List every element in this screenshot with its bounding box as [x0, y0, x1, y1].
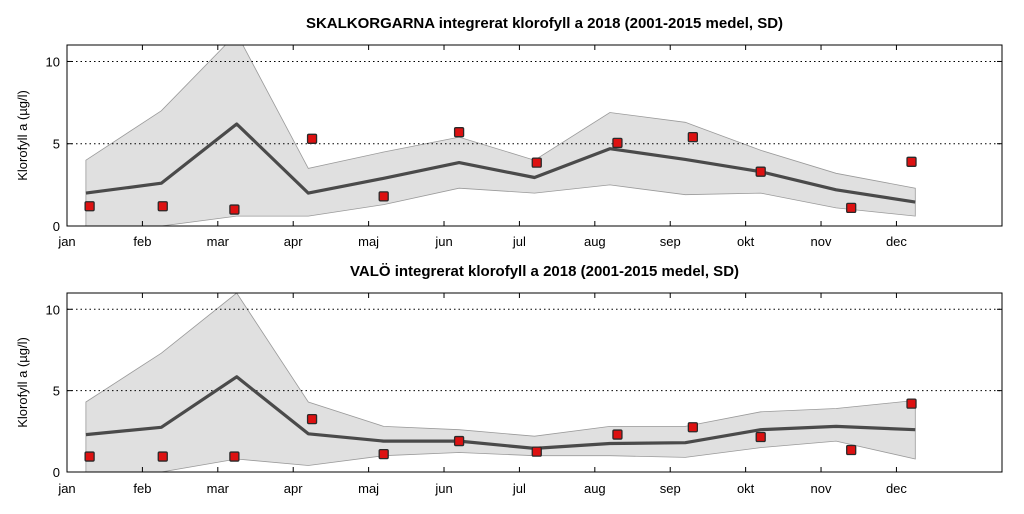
observation-point-dec	[906, 156, 917, 167]
chart-panel-skalkorgarna: SKALKORGARNA integrerat klorofyll a 2018…	[15, 15, 1003, 249]
observation-point-maj	[378, 448, 389, 460]
x-tick-label-okt: okt	[737, 234, 755, 249]
x-tick-label-okt: okt	[737, 481, 755, 496]
x-tick-label-dec: dec	[886, 234, 907, 249]
x-tick-label-sep: sep	[660, 481, 681, 496]
observation-point-jun	[453, 127, 465, 138]
y-axis-label: Klorofyll a (µg/l)	[15, 337, 30, 428]
chart-title: SKALKORGARNA integrerat klorofyll a 2018…	[306, 15, 783, 32]
x-tick-label-maj: maj	[358, 234, 379, 249]
chart-title: VALÖ integrerat klorofyll a 2018 (2001-2…	[350, 263, 739, 280]
x-tick-label-jul: jul	[512, 234, 526, 249]
observation-point-feb	[157, 201, 168, 212]
observation-point-jun	[453, 435, 465, 447]
y-axis-label: Klorofyll a (µg/l)	[15, 90, 30, 181]
x-tick-label-sep: sep	[660, 234, 681, 249]
x-tick-label-maj: maj	[358, 481, 379, 496]
y-tick-label: 5	[53, 384, 60, 399]
observation-point-jan	[84, 451, 95, 462]
observation-point-nov	[846, 202, 857, 214]
observation-point-nov	[846, 444, 857, 456]
sd-band	[85, 293, 916, 472]
observation-point-dec	[906, 398, 917, 409]
y-tick-label: 0	[53, 219, 60, 234]
observation-point-sep	[687, 422, 698, 433]
observation-point-apr	[306, 413, 318, 425]
observation-point-apr	[306, 133, 318, 144]
x-tick-label-aug: aug	[584, 234, 606, 249]
x-tick-label-aug: aug	[584, 481, 606, 496]
x-tick-label-mar: mar	[207, 481, 230, 496]
observation-point-feb	[157, 451, 168, 462]
x-tick-label-jun: jun	[434, 481, 452, 496]
y-tick-label: 0	[53, 465, 60, 480]
observation-point-aug	[612, 429, 623, 440]
sd-band	[85, 45, 916, 226]
x-tick-label-jul: jul	[512, 481, 526, 496]
x-tick-label-apr: apr	[284, 234, 303, 249]
plot-frame	[66, 292, 1003, 473]
y-tick-label: 10	[46, 302, 60, 317]
x-tick-label-nov: nov	[811, 234, 832, 249]
x-tick-label-dec: dec	[886, 481, 907, 496]
x-tick-label-jun: jun	[434, 234, 452, 249]
x-tick-label-feb: feb	[133, 234, 151, 249]
observation-point-mar	[229, 451, 240, 462]
observation-point-aug	[612, 137, 623, 149]
observation-point-maj	[378, 191, 389, 202]
x-tick-label-nov: nov	[811, 481, 832, 496]
x-tick-label-mar: mar	[207, 234, 230, 249]
mean-line	[85, 122, 916, 204]
y-tick-label: 5	[53, 137, 60, 152]
y-tick-label: 10	[46, 54, 60, 69]
x-tick-label-apr: apr	[284, 481, 303, 496]
x-tick-label-jan: jan	[57, 481, 75, 496]
x-tick-label-feb: feb	[133, 481, 151, 496]
observation-point-okt	[755, 431, 766, 443]
chart-panel-valo: VALÖ integrerat klorofyll a 2018 (2001-2…	[15, 263, 1003, 496]
x-tick-label-jan: jan	[57, 234, 75, 249]
observation-point-jul	[531, 446, 542, 457]
observation-point-sep	[687, 131, 698, 143]
observation-point-okt	[755, 166, 766, 177]
plot-frame	[66, 44, 1003, 227]
mean-line	[85, 375, 916, 450]
observation-point-mar	[229, 204, 240, 215]
observation-point-jul	[531, 157, 542, 168]
observation-point-jan	[84, 201, 95, 212]
